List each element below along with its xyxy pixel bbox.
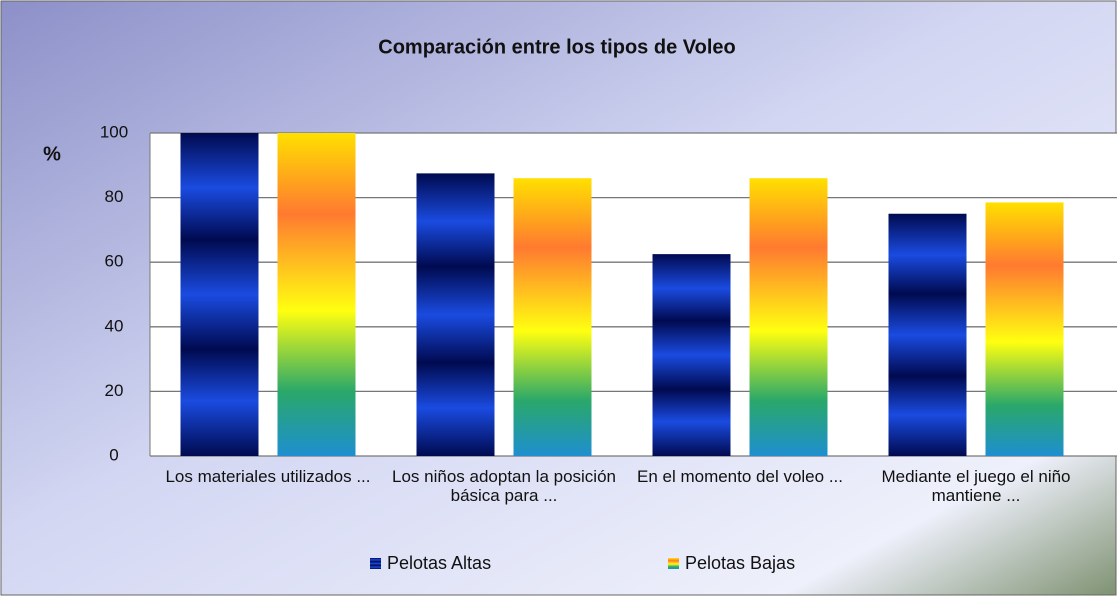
legend-swatch bbox=[370, 558, 381, 569]
bar bbox=[749, 178, 828, 456]
x-tick-label: Mediante el juego el niño mantiene ... bbox=[881, 467, 1071, 505]
bar bbox=[180, 133, 259, 456]
y-tick-label: 80 bbox=[105, 187, 124, 206]
y-tick-label: 100 bbox=[100, 122, 128, 141]
x-tick-label: Los materiales utilizados ... bbox=[165, 467, 371, 486]
y-axis-label: % bbox=[43, 143, 61, 165]
chart-title: Comparación entre los tipos de Voleo bbox=[378, 36, 735, 58]
y-tick-label: 60 bbox=[105, 252, 124, 271]
bar bbox=[513, 178, 592, 456]
legend-label: Pelotas Bajas bbox=[685, 553, 795, 573]
bar bbox=[277, 133, 356, 456]
bar bbox=[652, 254, 731, 456]
bar bbox=[416, 173, 495, 456]
y-tick-label: 40 bbox=[105, 316, 124, 335]
x-tick-label: En el momento del voleo ... bbox=[636, 467, 843, 486]
x-tick-label: Los niños adoptan la posición básica par… bbox=[392, 467, 616, 505]
bar bbox=[985, 202, 1064, 456]
bar bbox=[888, 213, 967, 456]
legend-label: Pelotas Altas bbox=[387, 553, 491, 573]
y-tick-label: 20 bbox=[105, 381, 124, 400]
legend-swatch bbox=[668, 558, 679, 569]
y-tick-label: 0 bbox=[109, 445, 118, 464]
